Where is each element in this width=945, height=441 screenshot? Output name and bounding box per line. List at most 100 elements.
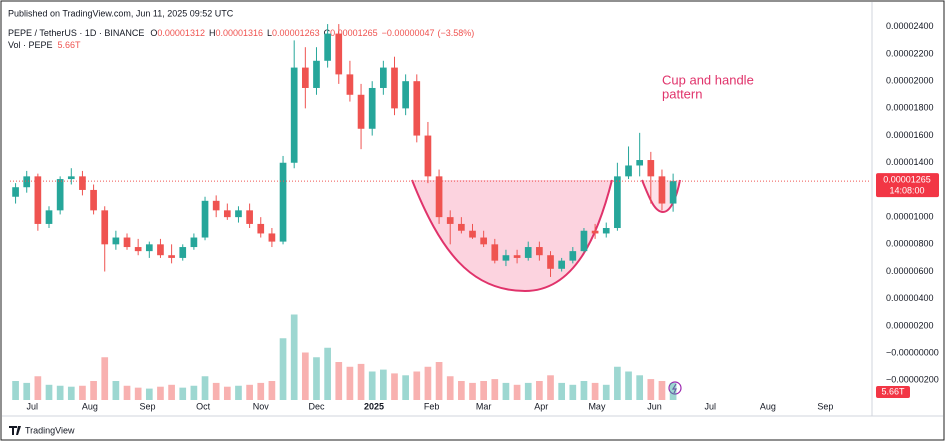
candle-body (190, 237, 198, 248)
candle-body (491, 244, 499, 261)
candle-body (435, 176, 443, 218)
volume-bar (112, 381, 120, 400)
volume-bar (669, 382, 677, 400)
volume-bar (246, 384, 253, 400)
candle-body (134, 247, 142, 252)
x-tick-label: Jul (27, 401, 39, 411)
candle-body (235, 210, 242, 218)
candle-body (580, 230, 588, 252)
volume-bar (313, 357, 320, 400)
x-tick-label: Nov (253, 401, 270, 411)
candle-body (413, 81, 421, 136)
volume-bar (34, 376, 42, 400)
ohlc-value: 0.00001312 (157, 28, 205, 38)
y-tick-label: 0.00000200 (886, 320, 934, 330)
x-tick-label: Aug (760, 401, 776, 411)
volume-bar (223, 386, 231, 400)
candle-body (257, 223, 265, 234)
y-tick-label: 0.00002200 (886, 48, 934, 58)
volume-last: 5.66T (58, 40, 82, 50)
x-tick-label: Sep (817, 401, 833, 411)
volume-bar (123, 385, 131, 400)
candle-body (536, 247, 543, 256)
x-tick-label: Mar (476, 401, 492, 411)
candle-body (157, 244, 164, 256)
candle-body (90, 189, 97, 211)
candle-body (212, 200, 220, 211)
alert-icon[interactable] (668, 381, 682, 395)
volume-bar (413, 371, 421, 400)
y-tick-label: 0.00001400 (886, 157, 934, 167)
candle-body (602, 228, 610, 234)
candle-body (591, 230, 599, 234)
volume-bar (168, 384, 175, 400)
y-tick-label: 0.00001000 (886, 212, 934, 222)
annotation: Cup and handle (662, 72, 754, 87)
candle-body (67, 176, 75, 180)
candle-body (625, 165, 632, 177)
candle-body (513, 255, 521, 258)
x-tick-label: Apr (534, 401, 548, 411)
candle-body (502, 255, 510, 261)
volume-bar (90, 381, 97, 400)
candle-body (446, 217, 454, 224)
y-tick-label: 0.00002400 (886, 21, 934, 31)
candle-body (290, 67, 298, 163)
y-tick-label: 0.00000400 (886, 293, 934, 303)
y-tick-label: 0.00001800 (886, 103, 934, 113)
volume-bar (279, 338, 287, 400)
volume-bar (458, 381, 465, 400)
volume-bar (201, 376, 209, 400)
annotation: pattern (662, 86, 702, 101)
volume-bar (157, 386, 164, 400)
volume-bar (268, 381, 276, 400)
ohlc-value: 0.00001263 (272, 28, 320, 38)
volume-bar (647, 379, 655, 400)
candle-body (45, 210, 53, 224)
volume-bar (524, 382, 532, 400)
candle-body (301, 67, 309, 88)
price-tag (876, 173, 939, 198)
candle-body (368, 87, 376, 129)
volume-bar (190, 385, 198, 400)
candle-body (79, 176, 86, 190)
volume-bar (79, 385, 86, 400)
candle-body (357, 94, 365, 129)
footer: TradingView (25, 425, 75, 435)
candle-body (636, 160, 644, 166)
candle-body (380, 67, 387, 88)
candle-body (223, 210, 231, 218)
volume-bar (23, 382, 31, 400)
volume-bar (580, 381, 588, 400)
volume-bar (145, 388, 153, 400)
volume-bar (12, 381, 19, 400)
volume-bar (424, 366, 432, 400)
x-tick-label: Oct (196, 401, 211, 411)
candle-body (279, 162, 287, 242)
candle-body (547, 255, 554, 269)
volume-bar (435, 362, 443, 400)
volume-bar (658, 381, 666, 400)
volume-bar (235, 385, 242, 400)
y-tick-label: −0.00000200 (886, 375, 939, 385)
candle-body (23, 176, 31, 188)
ohlc-key: O (150, 28, 157, 38)
ohlc-value: 0.00001265 (330, 28, 378, 38)
candle-body (424, 135, 432, 177)
y-tick-label: 0.00000800 (886, 239, 934, 249)
volume-tag (876, 386, 910, 398)
candle-body (402, 81, 409, 109)
candle-body (56, 179, 64, 211)
candle-body (168, 255, 175, 258)
volume-bar (45, 384, 53, 400)
volume-bar (480, 381, 487, 400)
volume-bar (602, 384, 610, 400)
candle-body (458, 223, 465, 231)
candle-body (313, 60, 320, 88)
x-tick-label: Aug (82, 401, 98, 411)
candle-body (669, 181, 677, 204)
x-tick-label: Dec (308, 401, 325, 411)
y-tick-label: −0.00000000 (886, 347, 939, 357)
x-tick-label: May (588, 401, 606, 411)
